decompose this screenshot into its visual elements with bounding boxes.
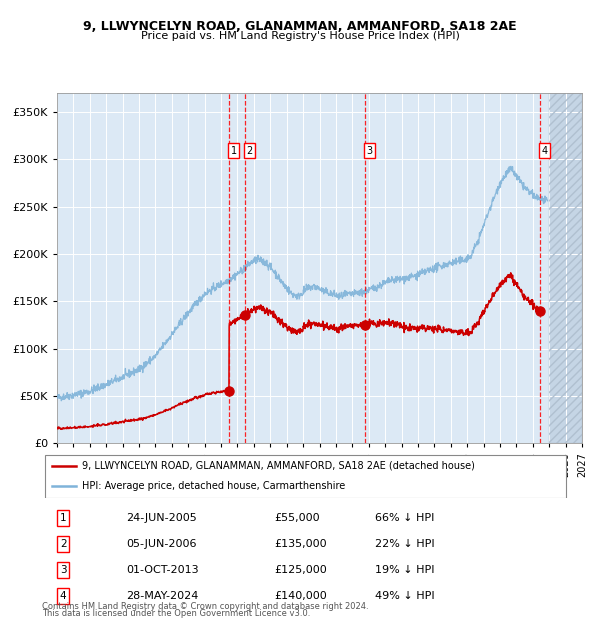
Text: £135,000: £135,000 [274,539,327,549]
Text: 2: 2 [60,539,67,549]
Text: 2: 2 [247,146,253,156]
Text: 19% ↓ HPI: 19% ↓ HPI [374,565,434,575]
Text: 9, LLWYNCELYN ROAD, GLANAMMAN, AMMANFORD, SA18 2AE: 9, LLWYNCELYN ROAD, GLANAMMAN, AMMANFORD… [83,20,517,33]
Text: 4: 4 [541,146,548,156]
Text: 49% ↓ HPI: 49% ↓ HPI [374,591,434,601]
Text: 1: 1 [60,513,67,523]
Text: 22% ↓ HPI: 22% ↓ HPI [374,539,434,549]
Text: HPI: Average price, detached house, Carmarthenshire: HPI: Average price, detached house, Carm… [82,481,345,492]
Text: £55,000: £55,000 [274,513,320,523]
Text: 1: 1 [231,146,237,156]
FancyBboxPatch shape [44,454,566,498]
Text: This data is licensed under the Open Government Licence v3.0.: This data is licensed under the Open Gov… [42,609,310,618]
Text: 66% ↓ HPI: 66% ↓ HPI [374,513,434,523]
Bar [549,93,582,443]
Text: £140,000: £140,000 [274,591,327,601]
Text: 24-JUN-2005: 24-JUN-2005 [127,513,197,523]
Text: Price paid vs. HM Land Registry's House Price Index (HPI): Price paid vs. HM Land Registry's House … [140,31,460,41]
Text: £125,000: £125,000 [274,565,327,575]
Text: 9, LLWYNCELYN ROAD, GLANAMMAN, AMMANFORD, SA18 2AE (detached house): 9, LLWYNCELYN ROAD, GLANAMMAN, AMMANFORD… [82,461,475,471]
Text: 3: 3 [367,146,373,156]
Text: Contains HM Land Registry data © Crown copyright and database right 2024.: Contains HM Land Registry data © Crown c… [42,602,368,611]
Text: 01-OCT-2013: 01-OCT-2013 [127,565,199,575]
Bar [549,93,582,443]
Text: 28-MAY-2024: 28-MAY-2024 [127,591,199,601]
Text: 05-JUN-2006: 05-JUN-2006 [127,539,197,549]
Text: 3: 3 [60,565,67,575]
Text: 4: 4 [60,591,67,601]
